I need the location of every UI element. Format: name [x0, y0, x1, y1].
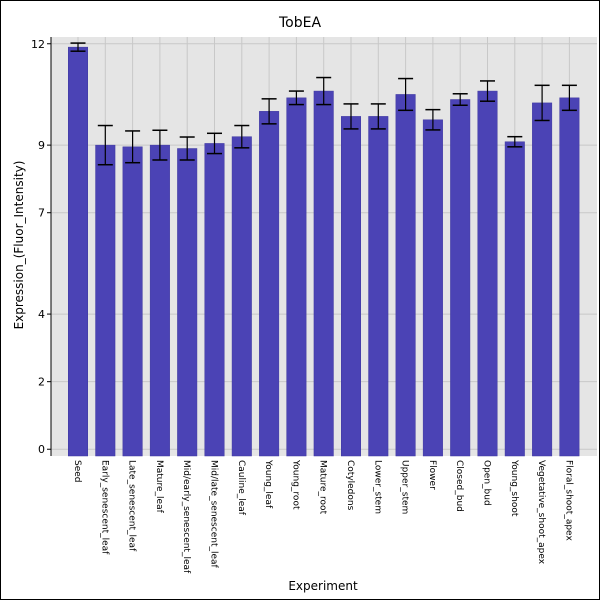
bar — [450, 99, 471, 457]
error-bars — [70, 42, 577, 166]
error-bar — [70, 42, 86, 52]
x-tick-label: Upper_stem — [400, 460, 410, 514]
x-tick-label: Cauline_leaf — [236, 460, 246, 516]
chart-title: TobEA — [278, 15, 321, 31]
error-bar — [398, 77, 414, 112]
x-tick-label: Mid/early_senescent_leaf — [181, 460, 191, 574]
bar — [149, 144, 170, 457]
error-bar — [370, 103, 386, 130]
bar — [286, 97, 307, 457]
x-tick-label: Lower_stem — [372, 460, 382, 514]
bar — [95, 144, 116, 457]
error-bar — [234, 124, 250, 149]
y-tick-label: 0 — [38, 443, 45, 456]
x-tick-label: Young_shoot — [509, 459, 519, 517]
error-bar — [288, 90, 304, 106]
bar — [177, 148, 198, 457]
x-tick-label: Seed — [72, 460, 82, 483]
bar — [122, 146, 143, 457]
error-bar — [316, 76, 332, 106]
bar — [504, 141, 525, 457]
error-bar — [207, 132, 222, 155]
x-tick-label: Mid/late_senescent_leaf — [209, 460, 219, 569]
x-tick-label: Closed_bud — [454, 460, 464, 512]
x-tick-label: Cotyledons — [345, 460, 355, 511]
x-tick-label: Vegetative_shoot_apex — [536, 460, 546, 565]
bar — [341, 116, 361, 457]
bar — [204, 143, 225, 457]
error-bar — [561, 84, 577, 112]
bar — [368, 116, 389, 457]
bar — [422, 119, 443, 457]
bar — [259, 111, 280, 457]
y-axis: 0 2 4 7 9 12 — [31, 37, 52, 456]
x-tick-label: Flower — [427, 460, 437, 490]
y-tick-label: 2 — [38, 376, 45, 389]
error-bar — [97, 124, 113, 166]
bar — [313, 90, 334, 457]
error-bar — [534, 84, 550, 122]
x-tick-label: Late_senescent_leaf — [127, 460, 137, 552]
y-tick-label: 12 — [31, 38, 45, 51]
bar — [68, 46, 88, 457]
bars — [68, 46, 580, 457]
x-tick-label: Mature_root — [318, 460, 328, 515]
y-tick-label: 9 — [38, 139, 45, 152]
error-bar — [179, 136, 195, 161]
error-bar — [125, 130, 141, 164]
error-bar — [507, 135, 523, 148]
y-axis-label: Expression_(Fluor_Intensity) — [12, 161, 26, 330]
x-axis: Seed Early_senescent_leaf Late_senescent_l… — [72, 459, 573, 574]
x-tick-label: Mature_leaf — [154, 460, 164, 514]
bar — [231, 136, 252, 457]
bar — [532, 102, 553, 457]
x-tick-label: Floral_shoot_apex — [563, 460, 573, 541]
y-tick-label: 4 — [38, 308, 45, 321]
error-bar — [452, 93, 468, 107]
x-axis-label: Experiment — [288, 579, 358, 593]
bar — [477, 90, 498, 457]
x-tick-label: Open_bud — [482, 460, 492, 506]
bar — [559, 97, 580, 457]
error-bar — [480, 80, 495, 102]
error-bar — [261, 98, 277, 125]
x-tick-label: Young_root — [290, 459, 300, 510]
bar — [395, 94, 416, 457]
error-bar — [425, 108, 441, 131]
x-tick-label: Early_senescent_leaf — [99, 460, 109, 555]
error-bar — [343, 103, 359, 130]
error-bar — [152, 129, 168, 161]
x-tick-label: Young_leaf — [263, 459, 273, 509]
y-tick-label: 7 — [38, 207, 45, 220]
